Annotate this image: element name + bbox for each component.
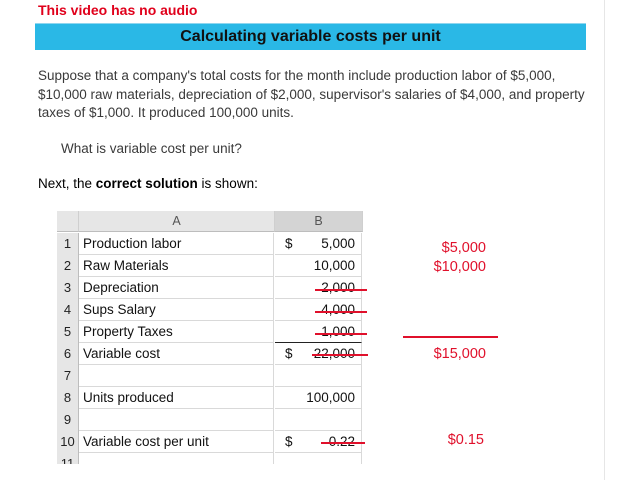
cell-value[interactable]: $ 5,000 (275, 233, 362, 255)
value-text: 100,000 (306, 390, 355, 405)
value-text: 10,000 (313, 258, 355, 273)
cell-label[interactable]: Sups Salary (79, 299, 274, 321)
strike-property-taxes (315, 333, 367, 335)
row-number[interactable]: 11 (57, 453, 79, 464)
value-text: 22,000 (314, 343, 355, 365)
strike-per-unit (321, 442, 365, 444)
spreadsheet: A B 1 Production labor $ 5,000 2 Raw Mat… (57, 202, 375, 464)
row-number[interactable]: 3 (57, 277, 79, 300)
cell-value[interactable] (275, 365, 362, 387)
cell-value[interactable]: 10,000 (275, 255, 362, 277)
cell-label[interactable] (79, 365, 274, 387)
correction-sum-line (403, 336, 498, 338)
value-text: 0.22 (329, 431, 355, 453)
corrected-per-unit: $0.15 (447, 432, 484, 448)
cell-label[interactable]: Units produced (79, 387, 274, 409)
cell-value[interactable]: 1,000 (275, 321, 362, 343)
cell-label[interactable] (79, 453, 274, 464)
next-prefix: Next, the (38, 176, 96, 191)
cell-value[interactable] (275, 453, 362, 464)
row-number[interactable]: 8 (57, 387, 79, 410)
cell-value[interactable]: 4,000 (275, 299, 362, 321)
row-number[interactable]: 9 (57, 409, 79, 432)
corrected-labor: $5,000 (441, 240, 486, 256)
cell-label[interactable]: Property Taxes (79, 321, 274, 343)
row-number[interactable]: 7 (57, 365, 79, 388)
row-number[interactable]: 4 (57, 299, 79, 322)
row-number[interactable]: 1 (57, 233, 79, 256)
cell-value[interactable] (275, 409, 362, 431)
row-number[interactable]: 6 (57, 343, 79, 366)
row-number[interactable]: 10 (57, 431, 79, 454)
row-number[interactable]: 5 (57, 321, 79, 344)
corrected-materials: $10,000 (433, 259, 486, 275)
value-text: 4,000 (321, 302, 355, 317)
audio-notice: This video has no audio (38, 2, 198, 18)
cell-label[interactable]: Depreciation (79, 277, 274, 299)
currency-symbol: $ (285, 236, 293, 251)
title-banner: Calculating variable costs per unit (35, 23, 586, 50)
page-right-edge (604, 0, 640, 480)
row-number[interactable]: 2 (57, 255, 79, 278)
cell-value[interactable]: 2,000 (275, 277, 362, 299)
cell-label[interactable]: Raw Materials (79, 255, 274, 277)
strike-variable-cost (312, 354, 368, 356)
currency-symbol: $ (285, 434, 293, 449)
cell-label[interactable]: Variable cost (79, 343, 274, 365)
next-suffix: is shown: (197, 176, 258, 191)
value-text: 5,000 (321, 236, 355, 251)
next-solution-line: Next, the correct solution is shown: (38, 176, 258, 191)
column-header-a[interactable]: A (79, 211, 275, 232)
next-bold: correct solution (95, 176, 198, 191)
question-text: What is variable cost per unit? (61, 141, 242, 156)
corrected-total: $15,000 (433, 346, 486, 362)
strike-depreciation (315, 289, 367, 291)
value-text: 2,000 (321, 280, 355, 295)
cell-label[interactable] (79, 409, 274, 431)
column-header-b[interactable]: B (275, 211, 363, 232)
cell-label[interactable]: Variable cost per unit (79, 431, 274, 453)
currency-symbol: $ (285, 346, 293, 361)
problem-text: Suppose that a company's total costs for… (38, 68, 585, 120)
strike-sups-salary (315, 311, 367, 313)
cell-label[interactable]: Production labor (79, 233, 274, 255)
cell-value[interactable]: 100,000 (275, 387, 362, 409)
select-all-corner[interactable] (57, 211, 79, 232)
value-text: 1,000 (321, 324, 355, 339)
